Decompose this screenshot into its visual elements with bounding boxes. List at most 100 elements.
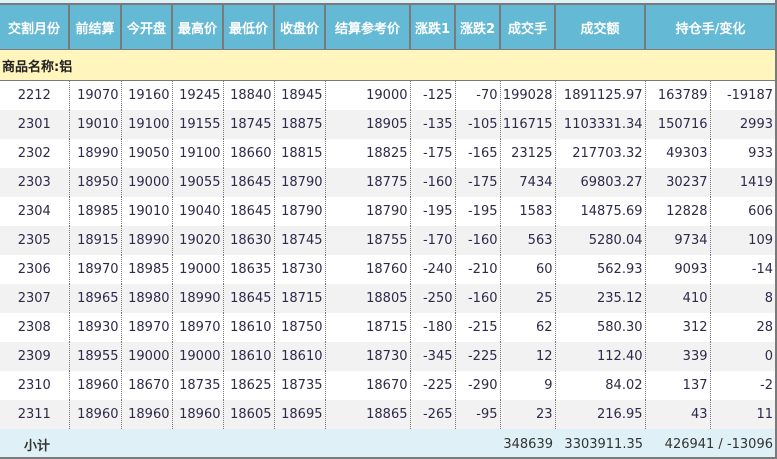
table-cell: 18660: [223, 139, 275, 168]
table-cell: 18990: [172, 284, 224, 313]
table-cell: 19055: [172, 168, 224, 197]
table-cell: -195: [410, 197, 456, 226]
table-cell: 19000: [172, 255, 224, 284]
table-cell: -135: [410, 110, 456, 139]
table-cell: 2311: [0, 400, 70, 429]
summary-volume: 348639: [500, 429, 555, 459]
table-cell: 116715: [500, 110, 556, 139]
table-row: 2302 18990 19050 19100 18660 18815 18825 -175 -1…: [0, 139, 775, 168]
table-cell: 2305: [0, 226, 70, 255]
right-border: [775, 0, 777, 459]
table-row: 2311 18960 18960 18960 18605 18695 18865 -265 -9…: [0, 400, 775, 429]
table-cell: -210: [455, 255, 501, 284]
table-cell: 18790: [274, 168, 326, 197]
table-cell: -19187: [726, 88, 773, 103]
table-cell: 18955: [69, 342, 122, 371]
table-cell: 2302: [0, 139, 70, 168]
table-cell: 0: [710, 342, 775, 371]
table-cell: 2301: [0, 110, 70, 139]
table-cell: 23125: [500, 139, 556, 168]
summary-turnover: 3303911.35: [555, 429, 645, 459]
table-cell: -195: [455, 197, 501, 226]
summary-label: 小计: [0, 429, 500, 459]
table-cell: 312: [645, 313, 711, 342]
table-row: 2306 18970 18985 19000 18635 18730 18760 -240 -2…: [0, 255, 775, 284]
table-cell: 18715: [325, 313, 411, 342]
table-cell: -265: [410, 400, 456, 429]
table-row: 2303 18950 19000 19055 18645 18790 18775 -160 -1…: [0, 168, 775, 197]
header-cell: 前结算: [69, 5, 122, 50]
table-cell: 18930: [69, 313, 122, 342]
table-cell: -14: [751, 262, 773, 277]
table-cell: 18945: [274, 80, 326, 110]
table-cell: 19160: [121, 80, 173, 110]
table-cell: 18670: [325, 371, 411, 400]
table-cell: 2307: [0, 284, 70, 313]
table-cell: 23: [500, 400, 556, 429]
table-cell: 18970: [172, 313, 224, 342]
table-cell: 43: [645, 400, 711, 429]
table-cell: 25: [500, 284, 556, 313]
table-cell: 18805: [325, 284, 411, 313]
table-cell: 216.95: [555, 400, 646, 429]
table-cell: 18610: [223, 313, 275, 342]
table-cell: -165: [455, 139, 501, 168]
table-row: 2212 19070 19160 19245 18840 18945 19000 -125 -7…: [0, 80, 775, 110]
header-cell: 收盘价: [274, 5, 326, 50]
table-cell: 2303: [0, 168, 70, 197]
table-cell: 18670: [121, 371, 173, 400]
table-cell: -180: [410, 313, 456, 342]
table-cell: -70: [455, 80, 501, 110]
table-cell: 18695: [274, 400, 326, 429]
table-cell: -160: [455, 226, 501, 255]
table-cell: 18735: [274, 371, 326, 400]
table-cell: 163789: [645, 80, 711, 110]
table-cell: 2308: [0, 313, 70, 342]
table-cell: 150716: [645, 110, 711, 139]
summary-open-interest: 426941 / -13096: [645, 429, 775, 459]
header-cell: 涨跌2: [455, 5, 501, 50]
table-cell: 18610: [274, 342, 326, 371]
table-cell: 49303: [645, 139, 711, 168]
table-cell: 84.02: [555, 371, 646, 400]
table-cell: 19000: [325, 80, 411, 110]
table-cell: 18645: [223, 284, 275, 313]
table-cell: 18635: [223, 255, 275, 284]
table-cell: 235.12: [555, 284, 646, 313]
table-cell: 109: [710, 226, 775, 255]
table-cell: 18745: [274, 226, 326, 255]
table-cell: 606: [748, 204, 773, 219]
table-cell: -240: [410, 255, 456, 284]
table-cell: 19050: [121, 139, 173, 168]
table-cell: -160: [410, 168, 456, 197]
header-cell: 最低价: [223, 5, 275, 50]
table-cell: 69803.27: [555, 168, 646, 197]
table-cell: 1419: [710, 168, 775, 197]
table-cell: 2212: [0, 80, 70, 110]
table-cell: -170: [410, 226, 456, 255]
header-cell: 交割月份: [0, 5, 70, 50]
table-cell: -160: [455, 284, 501, 313]
header-cell: 最高价: [172, 5, 224, 50]
table-cell: 18980: [121, 284, 173, 313]
table-cell: 1103331.34: [555, 110, 646, 139]
table-row: 2301 19010 19100 19155 18745 18875 18905 -135 -1…: [0, 110, 775, 139]
table-cell: -250: [410, 284, 456, 313]
table-cell: 18990: [69, 139, 122, 168]
header-cell: 涨跌1: [410, 5, 456, 50]
table-cell: 18840: [223, 80, 275, 110]
table-cell: 18815: [274, 139, 326, 168]
table-cell: 18790: [325, 197, 411, 226]
table-cell: 19010: [69, 110, 122, 139]
table-cell: 19070: [69, 80, 122, 110]
table-cell: -125: [410, 80, 456, 110]
table-cell: 19100: [172, 139, 224, 168]
table-cell: 18605: [223, 400, 275, 429]
table-cell: 1891125.97: [555, 80, 646, 110]
table-cell: 18745: [223, 110, 275, 139]
table-cell: 18715: [274, 284, 326, 313]
table-cell: 199028: [500, 80, 556, 110]
table-cell: 112.40: [555, 342, 646, 371]
table-cell: -225: [455, 342, 501, 371]
table-cell: 1583: [500, 197, 556, 226]
